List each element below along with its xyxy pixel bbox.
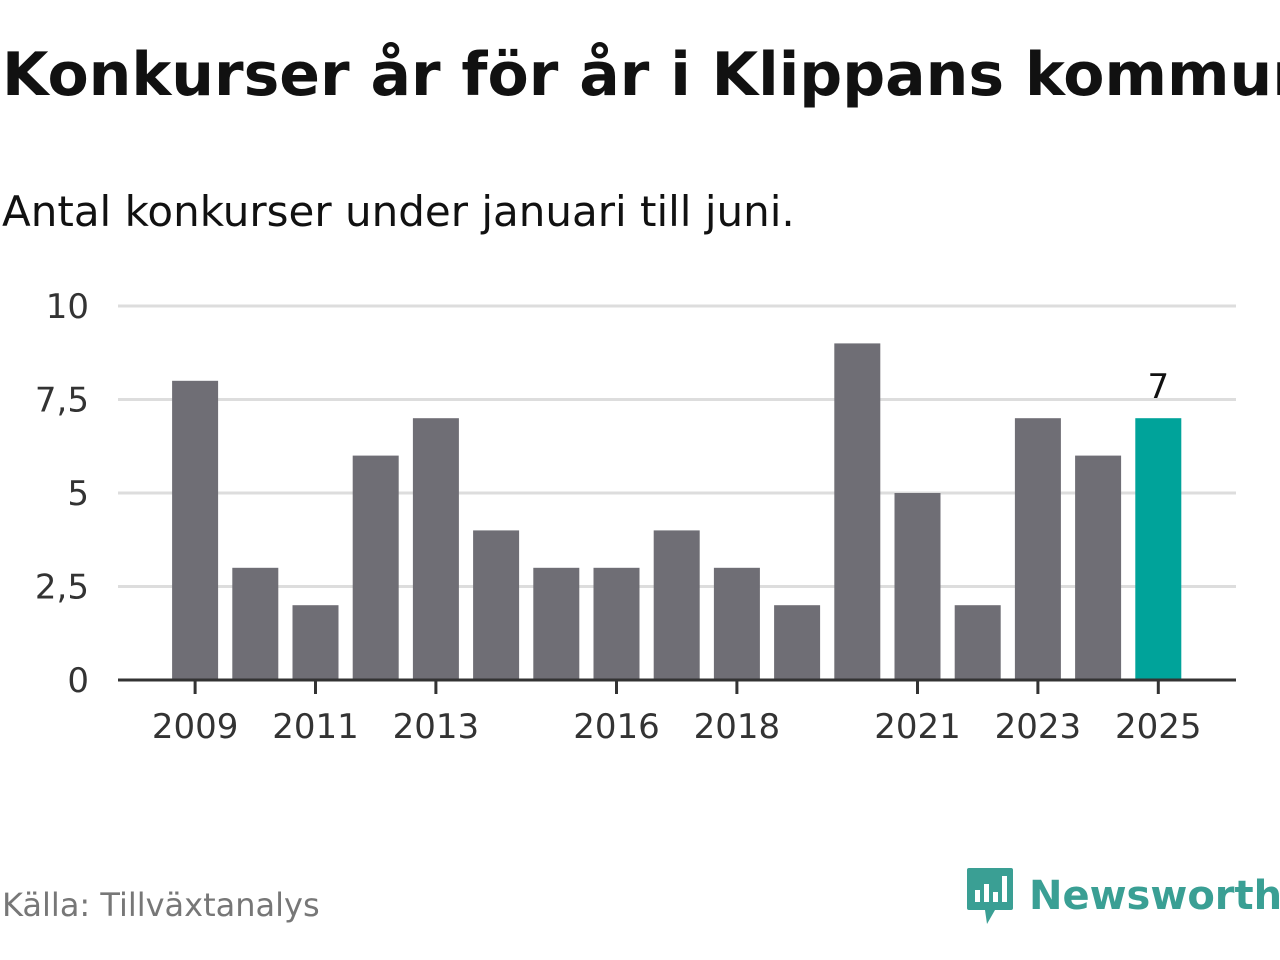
x-tick-label: 2016	[573, 707, 660, 747]
y-tick-label: 0	[67, 661, 89, 701]
bar	[834, 343, 881, 680]
y-tick-label: 2,5	[35, 568, 89, 608]
x-tick-label: 2011	[272, 707, 359, 747]
bar	[232, 567, 279, 680]
data-label: 7	[1147, 367, 1169, 407]
newsworthy-logo-icon	[967, 868, 1013, 924]
x-tick-label: 2013	[393, 707, 480, 747]
x-tick-label: 2023	[995, 707, 1082, 747]
y-tick-label: 7,5	[35, 381, 89, 421]
bar	[954, 605, 1001, 680]
newsworthy-logo: Newsworthy	[965, 866, 1280, 926]
chart-title: Konkurser år för år i Klippans kommun	[2, 40, 1280, 110]
x-tick-label: 2018	[694, 707, 781, 747]
bar-chart: 0 2,5 5 7,5 10 2009 2011 2013 2016 2018 2021 2023 20…	[35, 287, 1236, 747]
bar	[1075, 455, 1122, 680]
bar	[774, 605, 821, 680]
y-tick-label: 10	[46, 287, 89, 327]
x-tick-label: 2009	[152, 707, 239, 747]
source-note: Källa: Tillväxtanalys	[2, 886, 320, 924]
bar	[352, 455, 399, 680]
bar	[412, 418, 459, 680]
bar	[894, 493, 941, 680]
y-tick-label: 5	[67, 474, 89, 514]
brand-name: Newsworthy	[1029, 873, 1280, 919]
bar	[292, 605, 339, 680]
bar	[172, 380, 219, 680]
bar	[1014, 418, 1061, 680]
x-tick-label: 2021	[874, 707, 961, 747]
bar	[653, 530, 700, 680]
bar	[593, 567, 640, 680]
bar	[713, 567, 760, 680]
x-tick-label: 2025	[1115, 707, 1202, 747]
bar	[1135, 418, 1182, 680]
chart-subtitle: Antal konkurser under januari till juni.	[2, 187, 795, 236]
bar	[473, 530, 520, 680]
bar	[533, 567, 580, 680]
